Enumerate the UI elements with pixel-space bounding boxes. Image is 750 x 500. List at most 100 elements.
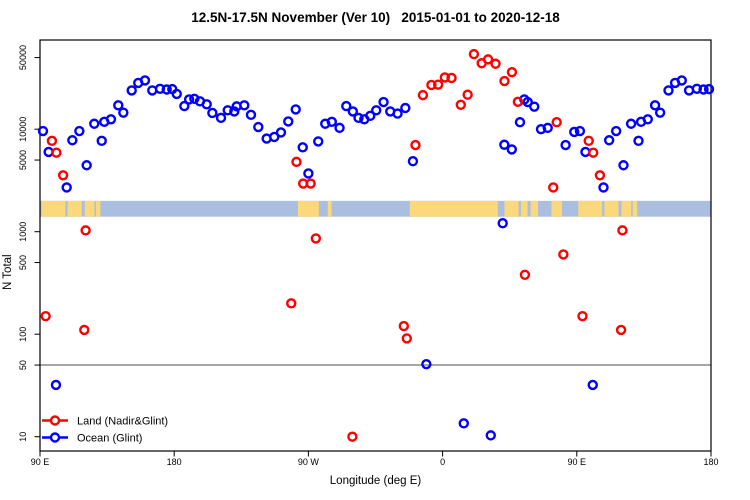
y-tick-label: 10000 xyxy=(18,117,28,142)
land-point xyxy=(401,333,413,344)
ocean-point xyxy=(303,168,314,179)
land-point xyxy=(398,320,410,332)
land-point xyxy=(305,178,316,189)
y-axis-title: N Total xyxy=(2,254,14,290)
map-band-ocean xyxy=(40,200,711,217)
legend-land-marker-icon xyxy=(49,415,61,426)
y-tick-label: 50 xyxy=(18,360,28,370)
land-point xyxy=(410,139,421,151)
land-point xyxy=(286,298,297,309)
land-point xyxy=(455,99,466,111)
land-point xyxy=(40,310,51,322)
chart-title: 12.5N-17.5N November (Ver 10) 2015-01-01… xyxy=(191,10,560,25)
land-point xyxy=(79,324,90,336)
land-point xyxy=(594,170,606,181)
land-point xyxy=(482,54,494,65)
legend-ocean-marker-icon xyxy=(49,432,61,443)
ocean-point xyxy=(691,83,703,94)
ocean-point xyxy=(126,85,137,96)
ocean-point xyxy=(326,116,338,128)
x-tick-label: 180 xyxy=(167,457,182,467)
y-tick-label: 5000 xyxy=(18,150,28,170)
land-point xyxy=(426,79,437,91)
ocean-point xyxy=(201,99,212,110)
ocean-point xyxy=(506,144,517,155)
x-tick-label: 90 W xyxy=(298,457,320,467)
land-point xyxy=(519,269,531,280)
land-point xyxy=(57,170,69,181)
y-tick-label: 100 xyxy=(18,327,28,342)
map-band-land-segment xyxy=(327,200,332,217)
ocean-point xyxy=(183,94,195,105)
land-point xyxy=(291,156,302,168)
ocean-point xyxy=(37,125,49,137)
map-band-land-segment xyxy=(409,200,498,217)
land-point xyxy=(551,117,562,128)
ocean-point xyxy=(105,114,117,125)
ocean-point xyxy=(522,96,533,108)
land-point xyxy=(499,75,510,87)
ocean-point xyxy=(347,106,359,117)
land-point xyxy=(462,89,473,100)
map-band-land-segment xyxy=(621,200,632,217)
ocean-point xyxy=(50,379,62,391)
ocean-point xyxy=(392,108,403,119)
land-point xyxy=(490,58,501,69)
land-point xyxy=(432,79,444,90)
ocean-point xyxy=(371,105,382,116)
ocean-point xyxy=(400,102,411,114)
ocean-point xyxy=(207,107,218,119)
land-point xyxy=(615,324,627,336)
y-tick-label: 10 xyxy=(18,432,28,442)
ocean-point xyxy=(654,107,666,118)
ocean-point xyxy=(334,122,345,134)
x-axis-title: Longitude (deg E) xyxy=(329,475,422,487)
ocean-point xyxy=(497,218,508,229)
ocean-point xyxy=(703,83,715,95)
legend: Land (Nadir&Glint) Ocean (Glint) xyxy=(42,415,168,445)
map-band-land-segment xyxy=(604,200,619,217)
map-band-land-segment xyxy=(632,200,638,217)
land-point xyxy=(439,72,451,83)
ocean-point xyxy=(663,85,674,96)
ocean-point xyxy=(245,109,257,121)
legend-ocean-label: Ocean (Glint) xyxy=(77,433,142,445)
ocean-point xyxy=(642,114,653,125)
map-band-land-segment xyxy=(84,200,95,217)
land-point xyxy=(588,147,599,158)
ocean-point xyxy=(154,83,166,94)
x-tick-label: 0 xyxy=(440,457,445,467)
land-point xyxy=(577,310,588,322)
ocean-point xyxy=(96,135,107,147)
ocean-point xyxy=(574,125,586,137)
data-points xyxy=(37,48,715,442)
ocean-point xyxy=(113,100,124,111)
ocean-point xyxy=(297,142,308,153)
legend-land-label: Land (Nadir&Glint) xyxy=(77,416,168,428)
ocean-point xyxy=(222,105,233,116)
ocean-point xyxy=(603,135,615,146)
ocean-point xyxy=(275,127,287,138)
ocean-point xyxy=(407,156,419,167)
land-point xyxy=(417,89,429,101)
ocean-point xyxy=(698,84,709,95)
ocean-point xyxy=(569,126,580,138)
ocean-point xyxy=(290,104,301,115)
ocean-point xyxy=(353,112,364,124)
ocean-point xyxy=(269,131,280,143)
world-map-band xyxy=(40,200,711,217)
x-tick-label: 90 E xyxy=(31,457,50,467)
ocean-point xyxy=(649,100,661,111)
map-band-land-segment xyxy=(530,200,539,217)
land-point xyxy=(80,225,91,236)
ocean-point xyxy=(625,118,637,129)
ocean-point xyxy=(118,107,129,118)
ocean-point xyxy=(139,75,151,86)
axis-ticks: 90 E 180 90 W 0 90 E 180 50000 10000 5000 1000 500… xyxy=(18,45,719,467)
ocean-point xyxy=(542,122,553,134)
ocean-point xyxy=(499,139,510,150)
ocean-point xyxy=(587,379,598,391)
land-point xyxy=(46,135,58,147)
ocean-point xyxy=(179,100,190,112)
